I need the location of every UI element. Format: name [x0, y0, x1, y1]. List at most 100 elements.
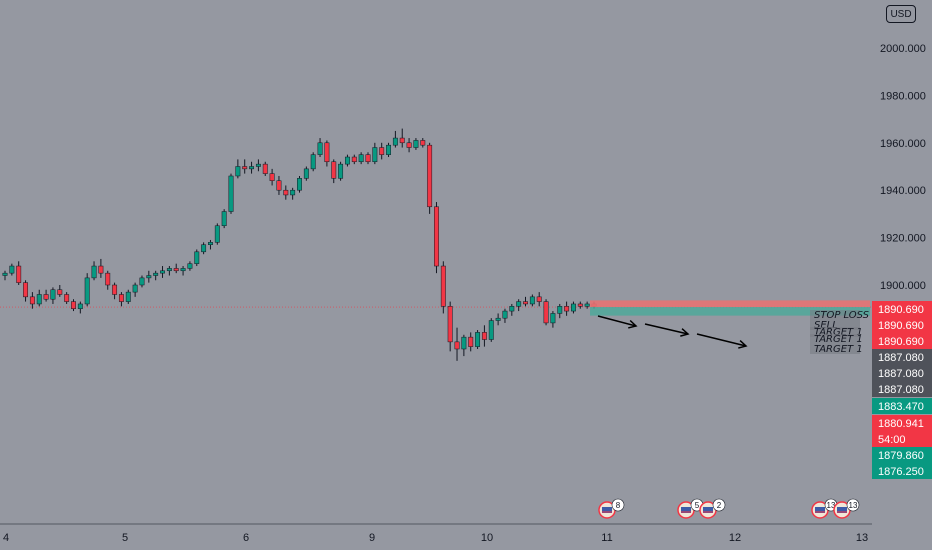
price-tag-label: 1883.470: [878, 401, 924, 413]
zone-label-bg: [810, 310, 860, 320]
flag-field: [602, 507, 612, 513]
candle-body: [153, 272, 159, 276]
zone-label: SELL: [814, 320, 838, 331]
candle-body: [9, 265, 15, 274]
arrow-head: [628, 319, 638, 329]
candle-body: [475, 332, 481, 347]
candle-body: [201, 244, 207, 253]
price-tag-label: 1879.860: [878, 450, 924, 462]
candle-body: [447, 306, 453, 343]
candle-body: [420, 140, 426, 146]
candle-body: [509, 306, 515, 312]
candle-body: [529, 296, 535, 305]
candle-body: [427, 144, 433, 208]
candle-body: [358, 154, 364, 163]
candle-body: [262, 163, 268, 174]
x-tick-label: 13: [856, 532, 868, 544]
candle-body: [166, 268, 172, 272]
candle-body: [406, 142, 412, 148]
candle-body: [276, 180, 282, 191]
y-tick-label: 1940.000: [880, 185, 926, 197]
candle-body: [255, 163, 261, 167]
price-tag: [872, 398, 932, 414]
price-tag: [872, 431, 932, 447]
price-tag-label: 1887.080: [878, 368, 924, 380]
flag-field: [681, 507, 691, 513]
candle-body: [23, 282, 28, 298]
candle-body: [372, 147, 378, 163]
candle-body: [173, 268, 179, 272]
zone-label: TARGET 1: [814, 344, 863, 355]
candle-body: [290, 189, 296, 196]
candle-body: [344, 156, 350, 165]
price-tag-label: 1890.690: [878, 304, 924, 316]
take-profit-zone: [590, 307, 870, 316]
candle-body: [283, 189, 289, 196]
candle-body: [105, 272, 111, 286]
candle-body: [523, 301, 528, 305]
event-count: 2: [717, 501, 722, 510]
candle-body: [91, 265, 97, 279]
candle-body: [399, 137, 405, 144]
zone-label-bg: [810, 334, 860, 344]
stop-loss-zone: [590, 300, 870, 308]
zone-label-bg: [810, 327, 860, 337]
candle-body: [324, 142, 330, 163]
y-tick-label: 1980.000: [880, 90, 926, 102]
y-tick-label: 1900.000: [880, 280, 926, 292]
candle-body: [413, 140, 419, 148]
candle-body: [77, 303, 83, 309]
x-tick-label: 11: [601, 532, 612, 544]
price-tag: [872, 333, 932, 349]
event-count-badge: [712, 498, 726, 512]
candle-body: [118, 294, 124, 302]
candle-body: [84, 277, 90, 305]
candle-body: [310, 154, 316, 170]
projection-arrow: [644, 323, 689, 335]
x-tick-label: 10: [481, 532, 493, 544]
price-tag: [872, 381, 932, 397]
candle-body: [454, 341, 460, 350]
candle-body: [194, 251, 200, 264]
price-tag: [872, 365, 932, 381]
candle-body: [434, 206, 439, 267]
candle-body: [16, 265, 22, 283]
price-tag: [872, 463, 932, 479]
x-tick-label: 6: [243, 532, 249, 544]
candle-body: [112, 284, 118, 295]
candle-body: [29, 296, 35, 305]
candle-body: [160, 270, 165, 274]
candle-body: [269, 173, 275, 181]
candle-body: [71, 301, 76, 309]
candle-body: [543, 301, 549, 324]
x-tick-label: 4: [3, 532, 9, 544]
candle-body: [235, 166, 241, 177]
candle-body: [249, 166, 255, 170]
event-count-badge: [611, 498, 625, 512]
candle-body: [64, 294, 70, 302]
candle-body: [379, 147, 385, 155]
projection-arrow: [696, 333, 747, 347]
currency-button[interactable]: USD: [886, 5, 916, 23]
flag-field: [837, 507, 847, 513]
candle-body: [43, 294, 49, 300]
event-count: 13: [849, 501, 858, 510]
candle-body: [132, 284, 138, 293]
candle-body: [242, 166, 248, 170]
candle-body: [365, 154, 371, 163]
price-tag-label: 1876.250: [878, 466, 924, 478]
price-tag-label: 1890.690: [878, 320, 924, 332]
event-count: 13: [827, 501, 836, 510]
event-count: 8: [616, 501, 621, 510]
candle-body: [208, 242, 213, 245]
candle-body: [516, 301, 522, 307]
flag-field: [815, 507, 825, 513]
price-tag-label: 54:00: [878, 434, 906, 446]
candle-body: [228, 175, 234, 212]
candle-body: [331, 161, 337, 179]
candle-body: [351, 156, 357, 163]
candle-body: [187, 263, 193, 269]
y-tick-label: 1960.000: [880, 138, 926, 150]
x-tick-label: 5: [122, 532, 128, 544]
